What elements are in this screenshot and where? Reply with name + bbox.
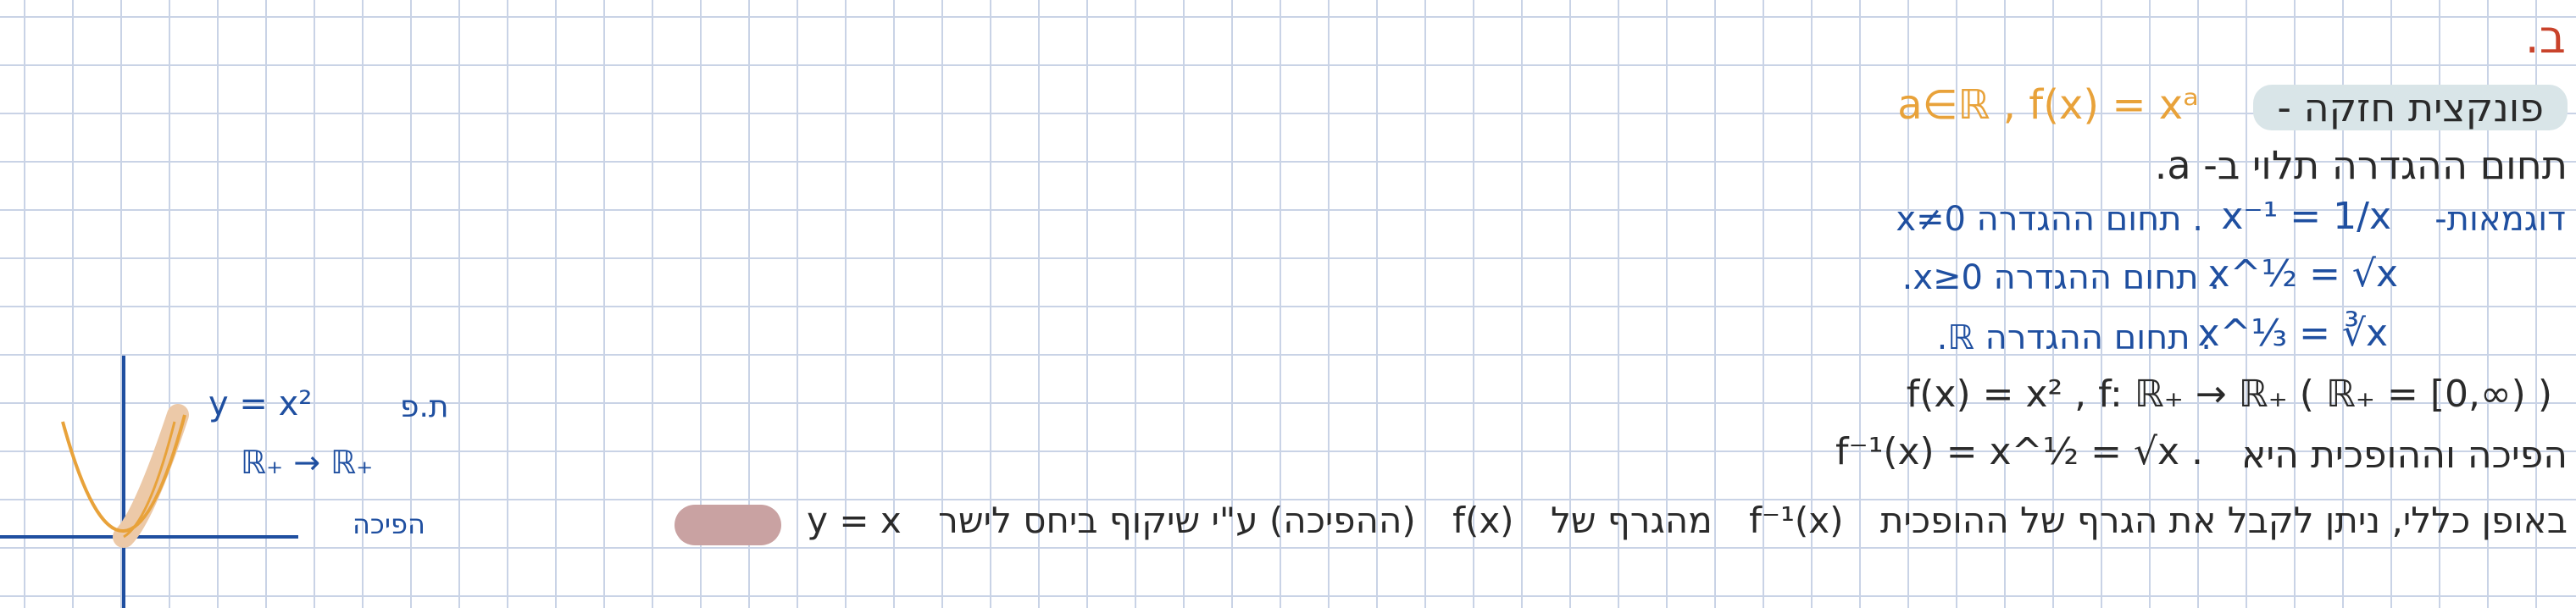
inverse-formula: f⁻¹(x) = x^½ = √x . xyxy=(1835,430,2203,473)
sketch-caption: הפיכה xyxy=(353,508,425,540)
y-equals-x-highlight xyxy=(675,505,781,545)
y-equals-x-label: y = x xyxy=(807,500,902,541)
parabola-sketch xyxy=(0,356,298,608)
example-1-domain: . תחום ההגדרה x≠0 xyxy=(1896,200,2203,239)
sketch-equation: y = x² xyxy=(208,384,313,423)
power-function-formula: a∈ℝ , f(x) = xᵃ xyxy=(1897,81,2199,129)
domain-depends-text: תחום ההגדרה תלוי ב- a. xyxy=(2154,142,2568,188)
section-letter: ב. xyxy=(2524,10,2566,64)
sketch-tp-label: ת.פ xyxy=(400,390,449,424)
example-2-formula: x^½ = √x xyxy=(2207,252,2398,296)
reflection-text-b: מהגרף של xyxy=(1550,500,1713,541)
topic-highlight: פונקצית חזקה - xyxy=(2253,85,2568,130)
inverse-branch-highlight xyxy=(113,404,189,548)
line-power-function-title: פונקצית חזקה - xyxy=(2253,85,2568,130)
examples-label: דוגמאות- xyxy=(2434,200,2566,239)
example-3-formula: x^⅓ = ∛x xyxy=(2197,312,2388,355)
inverse-text: הפיכה וההופכית היא xyxy=(2240,434,2568,477)
reflection-text-c: (ההפיכה) ע"י שיקוף ביחס לישר xyxy=(938,500,1416,541)
fx-label: f(x) xyxy=(1452,500,1514,541)
inverse-fx-label: f⁻¹(x) xyxy=(1749,500,1844,541)
reflection-sentence: באופן כללי, ניתן לקבל את הגרף של ההופכית… xyxy=(793,500,2568,541)
example-1-formula: x⁻¹ = 1/x xyxy=(2221,195,2391,238)
inverse-branch-curve xyxy=(123,421,176,539)
reflection-text-a: באופן כללי, ניתן לקבל את הגרף של ההופכית xyxy=(1879,500,2568,541)
example-2-domain: . תחום ההגדרה x≥0. xyxy=(1901,258,2220,297)
sketch-mapping: ℝ₊ → ℝ₊ xyxy=(241,444,374,481)
parabola-curve xyxy=(61,414,186,533)
square-function-definition: f(x) = x² , f: ℝ₊ → ℝ₊ ( ℝ₊ = [0,∞) ) xyxy=(1906,373,2552,416)
example-3-domain: . תחום ההגדרה ℝ. xyxy=(1936,318,2212,357)
